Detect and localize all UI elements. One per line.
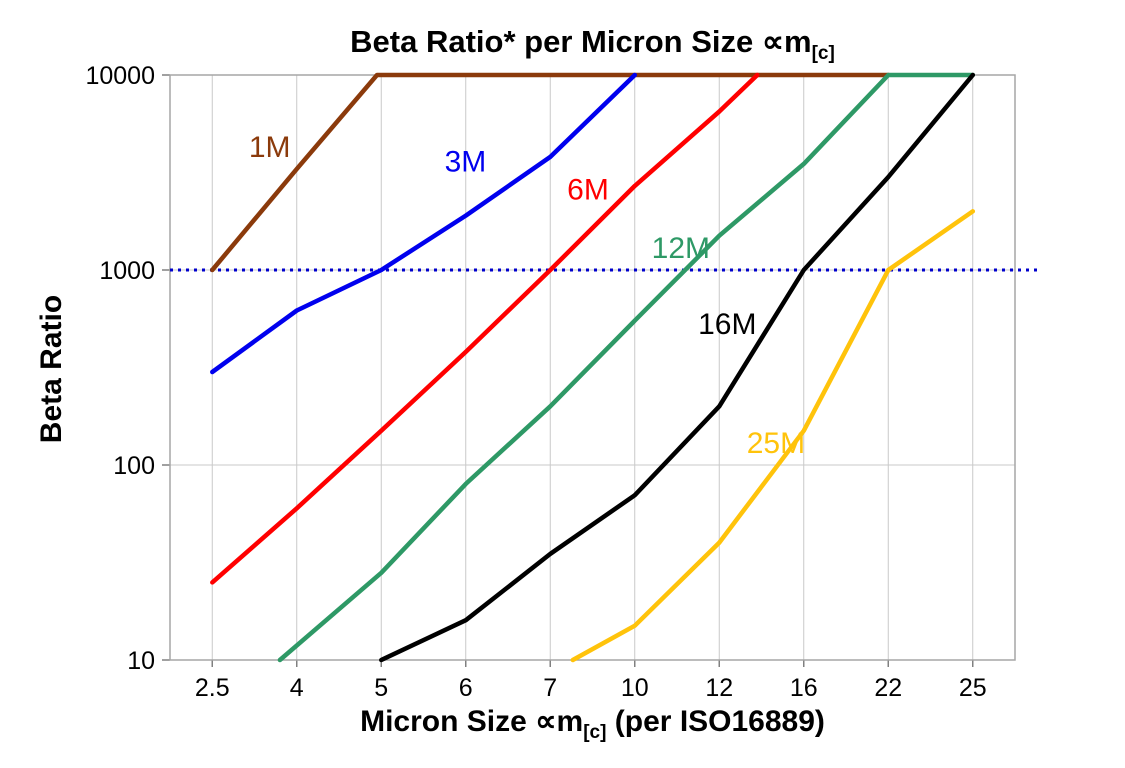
x-tick-label: 6 xyxy=(459,674,473,702)
x-tick-label: 5 xyxy=(374,674,388,702)
chart-title-main: Beta Ratio* per Micron Size ∝m xyxy=(350,24,812,59)
x-tick-label: 12 xyxy=(705,674,733,702)
x-axis-title-main: Micron Size ∝m xyxy=(360,705,584,738)
x-axis-title: Micron Size ∝m[c] (per ISO16889) xyxy=(170,704,1015,744)
x-tick-label: 22 xyxy=(874,674,902,702)
x-tick-label: 4 xyxy=(290,674,304,702)
series-label-25M: 25M xyxy=(747,427,805,460)
series-label-3M: 3M xyxy=(445,145,487,178)
series-label-1M: 1M xyxy=(249,131,291,164)
series-label-12M: 12M xyxy=(652,232,710,265)
series-line-12M xyxy=(277,72,976,663)
x-tick-label: 25 xyxy=(959,674,987,702)
series-line-6M xyxy=(210,72,760,585)
y-tick-label: 100 xyxy=(113,452,155,480)
series-line-3M xyxy=(210,72,638,375)
series-label-6M: 6M xyxy=(567,173,609,206)
x-tick-label: 10 xyxy=(621,674,649,702)
y-tick-label: 1000 xyxy=(99,257,155,285)
y-axis-title: Beta Ratio xyxy=(35,294,68,444)
x-tick-label: 7 xyxy=(543,674,557,702)
chart-title-subscript: [c] xyxy=(811,43,835,64)
y-tick-label: 10000 xyxy=(85,62,155,90)
x-tick-label: 16 xyxy=(790,674,818,702)
chart-title: Beta Ratio* per Micron Size ∝m[c] xyxy=(170,24,1015,65)
series-label-16M: 16M xyxy=(698,308,756,341)
x-tick-label: 2.5 xyxy=(195,674,230,702)
series-line-25M xyxy=(570,209,976,663)
series-line-16M xyxy=(379,72,976,663)
y-tick-label: 10 xyxy=(127,647,155,675)
x-axis-title-suffix: (per ISO16889) xyxy=(606,705,825,738)
x-axis-title-subscript: [c] xyxy=(583,722,607,743)
